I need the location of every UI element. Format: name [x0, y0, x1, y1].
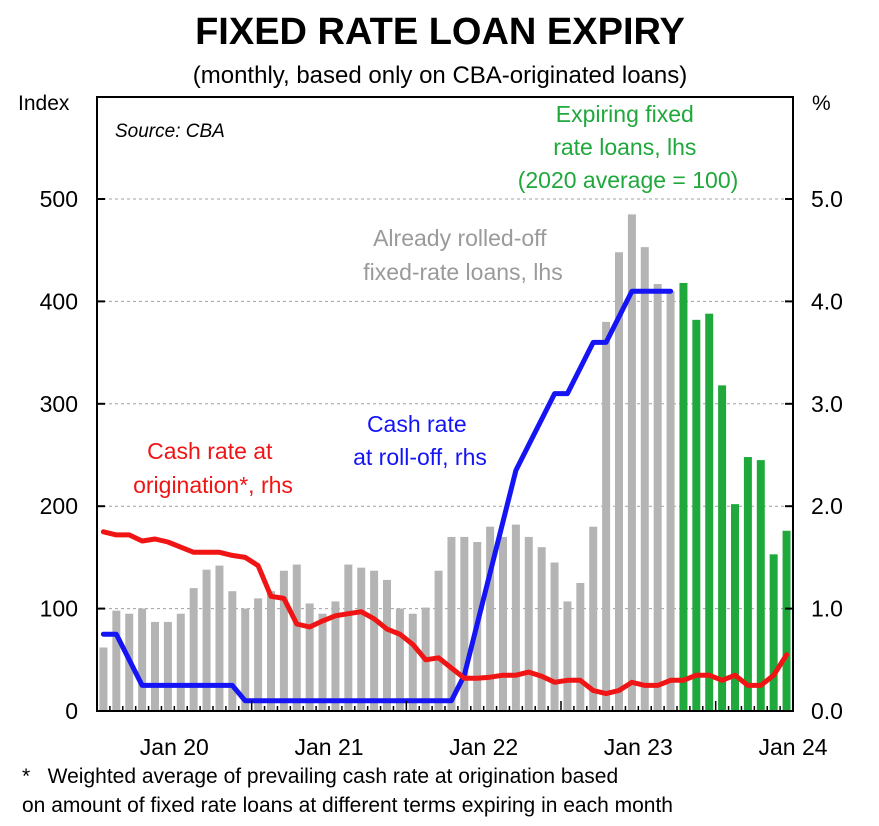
- gridlines: [97, 198, 793, 610]
- rolled-off-bar: [563, 601, 572, 711]
- chart-subtitle: (monthly, based only on CBA-originated l…: [193, 62, 687, 89]
- rolled-off-bar: [344, 564, 353, 711]
- right-axis-tick-labels: 0.0 1.0 2.0 3.0 4.0 5.0: [811, 186, 843, 724]
- cash-rate-roll-off-line: [100, 288, 674, 704]
- rolled-off-bar: [267, 591, 275, 711]
- rolled-off-bar: [447, 536, 456, 711]
- rolled-off-bar: [151, 621, 159, 711]
- rolled-off-bar: [576, 583, 585, 711]
- rolled-off-annotation-line: Already rolled-off: [373, 225, 547, 251]
- expiring-annotation: Expiring fixed rate loans, lhs (2020 ave…: [518, 101, 739, 193]
- rolled-off-bar: [615, 252, 623, 712]
- cash-rate-origination-annotation: Cash rate at origination*, rhs: [133, 438, 293, 498]
- cash-rate-origination-annotation-line: origination*, rhs: [133, 472, 293, 498]
- left-axis-tick-label: 200: [40, 493, 78, 519]
- right-axis-unit: %: [812, 92, 831, 115]
- chart-title: FIXED RATE LOAN EXPIRY: [195, 11, 685, 53]
- x-axis-tick-labels: Jan 20 Jan 21 Jan 22 Jan 23 Jan 24: [140, 734, 828, 760]
- rolled-off-bar: [370, 570, 379, 711]
- rolled-off-annotation-line: fixed-rate loans, lhs: [363, 259, 562, 285]
- source-note: Source: CBA: [115, 121, 225, 142]
- expiring-bar: [679, 282, 688, 711]
- rolled-off-bar: [627, 214, 636, 712]
- rolled-off-bar: [279, 570, 288, 711]
- rolled-off-bar: [383, 579, 391, 711]
- rolled-off-bar: [460, 536, 469, 711]
- rolled-off-bar: [653, 283, 662, 711]
- x-axis-tick-label: Jan 20: [140, 734, 209, 760]
- rolled-off-bar: [550, 562, 559, 711]
- left-axis-tick-labels: 0 100 200 300 400 500: [40, 186, 78, 724]
- cash-rate-roll-off-annotation: Cash rate at roll-off, rhs: [353, 411, 487, 470]
- rolled-off-bar: [99, 647, 108, 711]
- rolled-off-bar: [434, 570, 443, 711]
- cash-rate-roll-off-annotation-line: at roll-off, rhs: [353, 444, 487, 470]
- rolled-off-bar: [357, 567, 366, 711]
- lines: [100, 288, 790, 704]
- rolled-off-bar: [292, 564, 301, 711]
- rolled-off-bar: [486, 526, 495, 711]
- rolled-off-bar: [537, 547, 546, 711]
- left-axis-tick-label: 300: [40, 391, 78, 417]
- left-axis-unit: Index: [18, 92, 70, 115]
- expiring-annotation-line: rate loans, lhs: [553, 134, 696, 160]
- bars: [99, 214, 791, 712]
- left-axis-tick-label: 100: [40, 596, 78, 622]
- rolled-off-bar: [318, 613, 327, 711]
- axis-ticks: [96, 198, 794, 712]
- rolled-off-bar: [589, 526, 598, 711]
- expiring-bar: [769, 554, 778, 711]
- rolled-off-bar: [163, 621, 172, 711]
- rolled-off-bar: [511, 524, 520, 711]
- rolled-off-bar: [666, 291, 675, 711]
- rolled-off-bar: [189, 588, 198, 711]
- expiring-annotation-line: (2020 average = 100): [518, 167, 739, 193]
- rolled-off-bar: [408, 613, 417, 711]
- left-axis-tick-label: 400: [40, 288, 78, 314]
- expiring-annotation-line: Expiring fixed: [556, 101, 694, 127]
- rolled-off-bar: [640, 247, 649, 712]
- right-axis-tick-label: 5.0: [811, 186, 843, 212]
- x-axis-tick-label: Jan 24: [758, 734, 827, 760]
- rolled-off-annotation: Already rolled-off fixed-rate loans, lhs: [363, 225, 562, 285]
- rolled-off-bar: [202, 569, 211, 711]
- expiring-bar: [782, 530, 791, 711]
- cash-rate-origination-annotation-line: Cash rate at: [147, 438, 273, 464]
- right-axis-tick-label: 1.0: [811, 596, 843, 622]
- rolled-off-bar: [176, 613, 185, 711]
- right-axis-tick-label: 2.0: [811, 493, 843, 519]
- footnote: * Weighted average of prevailing cash ra…: [22, 765, 673, 817]
- rolled-off-bar: [602, 321, 611, 711]
- rolled-off-bar: [254, 598, 263, 711]
- cash-rate-roll-off-annotation-line: Cash rate: [367, 411, 467, 437]
- right-axis-tick-label: 4.0: [811, 288, 843, 314]
- rolled-off-bar: [499, 536, 507, 711]
- x-axis-tick-label: Jan 22: [449, 734, 518, 760]
- expiring-bar: [731, 504, 739, 711]
- rolled-off-bar: [228, 591, 237, 711]
- x-axis-tick-label: Jan 23: [604, 734, 673, 760]
- footnote-line: on amount of fixed rate loans at differe…: [22, 794, 673, 817]
- cash-rate-origination-line: [100, 529, 790, 697]
- rolled-off-bar: [524, 536, 533, 711]
- left-axis-tick-label: 0: [65, 698, 78, 724]
- rolled-off-bar: [331, 601, 340, 711]
- footnote-line: * Weighted average of prevailing cash ra…: [22, 765, 618, 788]
- rolled-off-bar: [138, 608, 147, 711]
- expiring-bar: [692, 319, 701, 711]
- x-axis-tick-label: Jan 21: [294, 734, 363, 760]
- expiring-bar: [743, 457, 752, 711]
- expiring-bar: [705, 313, 714, 711]
- rolled-off-bar: [241, 608, 250, 711]
- right-axis-tick-label: 0.0: [811, 698, 843, 724]
- rolled-off-bar: [215, 565, 224, 711]
- rolled-off-bar: [305, 603, 314, 711]
- left-axis-tick-label: 500: [40, 186, 78, 212]
- expiring-bar: [718, 385, 727, 711]
- expiring-bar: [756, 460, 765, 711]
- rolled-off-bar: [112, 610, 121, 711]
- rolled-off-bar: [395, 608, 404, 711]
- right-axis-tick-label: 3.0: [811, 391, 843, 417]
